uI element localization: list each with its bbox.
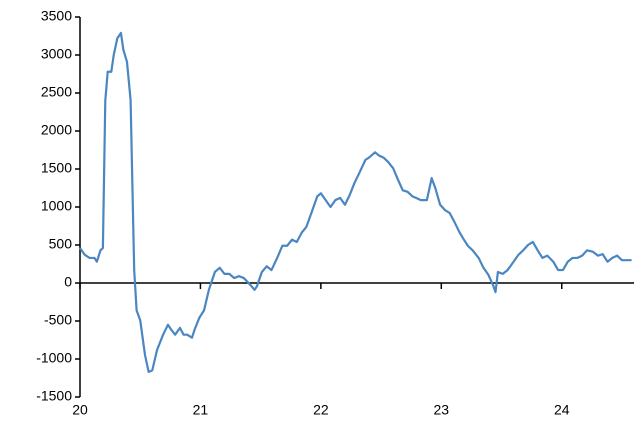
y-tick-label: -500 <box>44 312 72 328</box>
y-tick-label: 3500 <box>41 8 72 24</box>
y-tick-label: 3000 <box>41 46 72 62</box>
y-tick-label: 2500 <box>41 84 72 100</box>
y-tick-label: -1500 <box>36 388 72 404</box>
y-tick-label: 2000 <box>41 122 72 138</box>
y-tick-label: 0 <box>64 274 72 290</box>
line <box>79 31 632 374</box>
x-tick-label: 24 <box>554 402 570 418</box>
y-tick-label: -1000 <box>36 350 72 366</box>
x-tick-label: 20 <box>72 402 88 418</box>
x-tick-label: 23 <box>434 402 450 418</box>
x-tick-label: 22 <box>313 402 329 418</box>
y-tick-label: 1500 <box>41 160 72 176</box>
y-tick-label: 1000 <box>41 198 72 214</box>
y-tick-label: 500 <box>49 236 73 252</box>
x-tick-label: 21 <box>193 402 209 418</box>
